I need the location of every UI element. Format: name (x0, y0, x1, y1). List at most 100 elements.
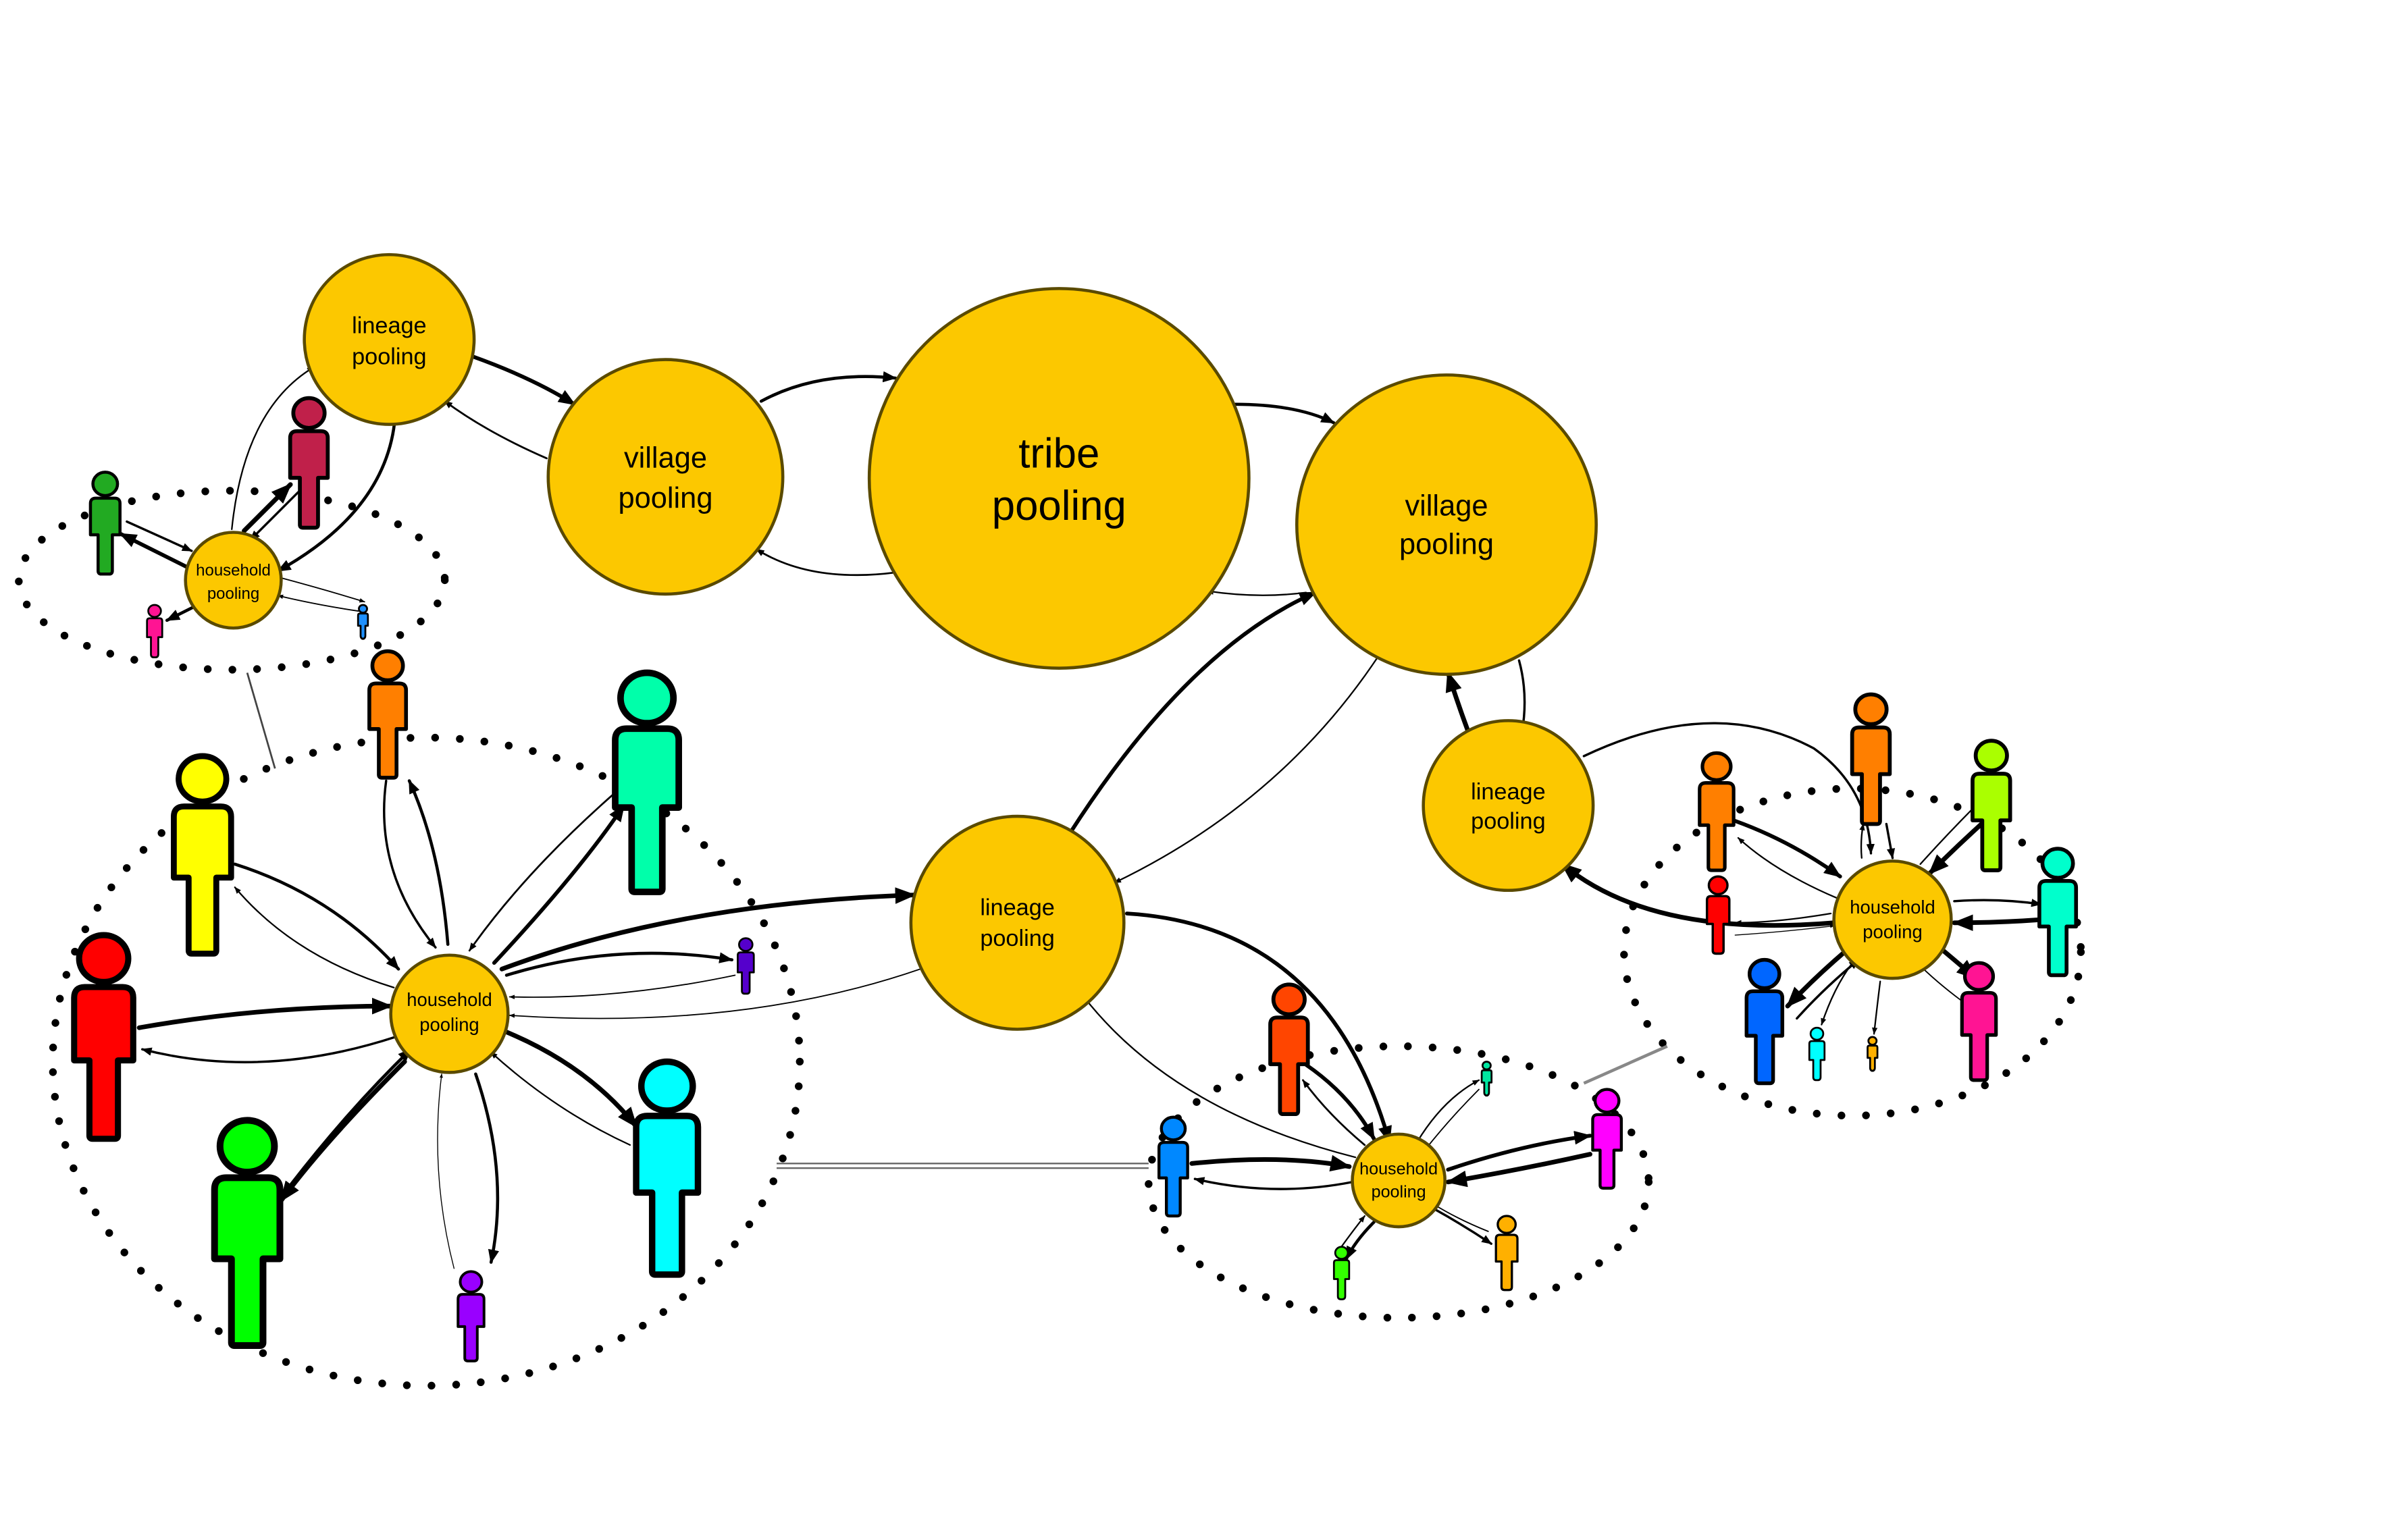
edge-bottom (1193, 1177, 1354, 1190)
edge-big (509, 974, 736, 999)
person-head (370, 649, 405, 683)
person-body (1698, 781, 1736, 872)
connector-topleft-big (246, 672, 276, 769)
village-right-pool-node: village pooling (1295, 373, 1598, 676)
household-right-label-line1: household (1850, 897, 1935, 918)
person-head (1481, 1061, 1492, 1071)
edge-big (437, 1073, 455, 1269)
edge-big (490, 1051, 631, 1146)
arrow-village-r-to-lineage-c (1114, 655, 1380, 884)
village-left-label-line2: pooling (618, 482, 712, 514)
household-big-label-line2: pooling (419, 1014, 479, 1035)
lineage-center-pool-node: lineage pooling (909, 814, 1126, 1031)
person-body (1157, 1140, 1189, 1218)
village-left-pool-node: village pooling (546, 358, 785, 596)
person-body (211, 1174, 284, 1350)
village-right-label-line2: pooling (1399, 529, 1494, 561)
person-body (1494, 1233, 1519, 1292)
edge-tl (249, 491, 300, 541)
arrow-hh-r-to-lineage-r (1559, 861, 1837, 928)
arrow-hh-big-to-lineage-c (499, 887, 916, 972)
person-icon (288, 396, 330, 530)
edge-bottom (1445, 1152, 1592, 1188)
edge-big (234, 886, 395, 988)
edge-big (474, 1072, 500, 1264)
person-body (71, 984, 136, 1142)
person-body (357, 612, 369, 640)
household-topleft-label-line1: household (196, 562, 271, 580)
arrow-lineage-c-to-village-r (1068, 590, 1318, 836)
household-right-pool-node: household pooling (1832, 859, 1953, 980)
edge-tl (242, 482, 293, 533)
person-head (2040, 847, 2075, 880)
pool-edges (231, 354, 1875, 1159)
edge-big (501, 1028, 639, 1129)
person-head (291, 396, 327, 430)
edge-bottom (1345, 1220, 1376, 1261)
person-head (216, 1117, 278, 1176)
arrow-lineage-tl-to-village-l (470, 354, 577, 406)
arrow-lineage-tl-to-hh-tl (276, 412, 397, 573)
edge-big (383, 779, 437, 949)
people (71, 396, 2079, 1362)
arrow-village-l-to-tribe (759, 371, 897, 403)
household-bottom-pool-node: household pooling (1351, 1132, 1447, 1229)
household-groups (15, 487, 2085, 1390)
edge-bottom (1416, 1079, 1480, 1143)
edge-right (1734, 924, 1835, 936)
person-body (288, 429, 330, 530)
person-head (1160, 1115, 1187, 1142)
edge-right (1733, 819, 1842, 879)
village-left-label-line1: village (624, 442, 707, 475)
person-body (737, 951, 755, 995)
person-icon (633, 1058, 702, 1278)
person-icon (1494, 1215, 1519, 1292)
person-body (1867, 1044, 1879, 1072)
arrow-tribe-to-village-l (755, 548, 897, 577)
edge-tl (126, 520, 193, 552)
person-head (459, 1270, 484, 1294)
edge-big (233, 862, 400, 971)
person-head (91, 471, 120, 498)
group-boundary-right (1620, 785, 2085, 1120)
person-icon (1157, 1115, 1189, 1218)
person-icon (457, 1270, 486, 1362)
edge-bottom (1446, 1131, 1592, 1172)
person-icon (1698, 751, 1736, 872)
person-icon (737, 937, 755, 995)
person-body (1808, 1040, 1826, 1082)
edge-bottom (1426, 1088, 1480, 1149)
edge-bottom (1304, 1063, 1376, 1141)
person-head (617, 669, 677, 727)
edge-right (1821, 962, 1854, 1026)
edge-bottom (1432, 1202, 1489, 1232)
person-body (1332, 1259, 1351, 1300)
edge-right (1872, 980, 1881, 1035)
edge-bottom (1189, 1154, 1352, 1172)
person-head (1593, 1088, 1621, 1114)
tribe-pool-node: tribe pooling (867, 287, 1251, 670)
edge-tl (277, 594, 359, 612)
person-icon (612, 669, 682, 895)
person-body (1971, 772, 2012, 872)
person-body (367, 681, 409, 780)
edge-bottom (1434, 1209, 1492, 1245)
edge-right (1737, 837, 1838, 899)
person-body (2037, 879, 2079, 978)
person-icon (1744, 957, 1785, 1086)
person-head (1700, 751, 1733, 782)
edge-right (1885, 822, 1896, 859)
person-head (1853, 692, 1889, 726)
person-head (637, 1058, 696, 1114)
group-connectors (246, 672, 1668, 1169)
household-topleft-label-line2: pooling (207, 585, 259, 603)
person-head (358, 604, 368, 614)
person-body (633, 1113, 702, 1278)
edge-big (136, 997, 394, 1030)
edge-right (1734, 912, 1832, 926)
person-head (1707, 875, 1729, 896)
household-topleft-pool-node: household pooling (184, 531, 283, 630)
edge-right (1859, 823, 1865, 859)
person-icon (1705, 875, 1731, 955)
